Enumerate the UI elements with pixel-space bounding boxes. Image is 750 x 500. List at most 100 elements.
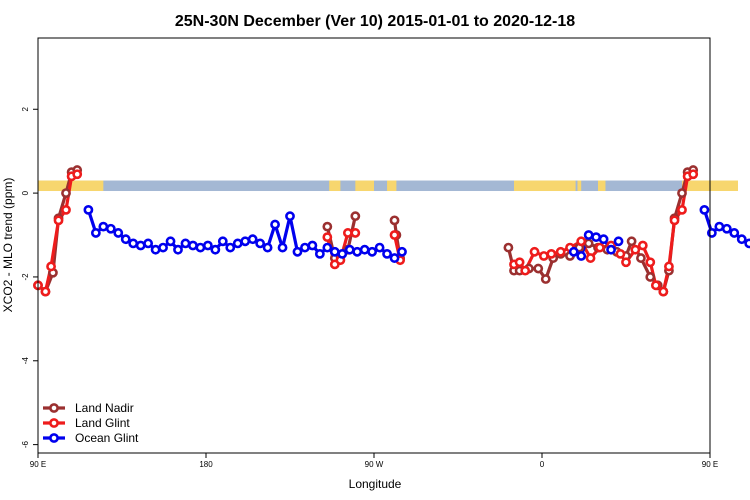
data-point	[706, 228, 717, 238]
legend-marker	[49, 403, 59, 413]
data-point	[270, 219, 280, 230]
data-point	[113, 228, 124, 238]
land-segment	[577, 180, 582, 192]
data-point	[210, 244, 221, 255]
x-axis: 90 E 180 90 W 0 90 E	[30, 453, 718, 469]
data-point	[650, 280, 661, 291]
chart-title: 25N-30N December (Ver 10) 2015-01-01 to …	[175, 13, 575, 30]
data-point	[721, 223, 732, 234]
data-point	[714, 221, 725, 232]
data-point	[53, 215, 64, 226]
data-point	[195, 242, 206, 253]
data-point	[598, 234, 609, 245]
data-point	[688, 169, 699, 180]
data-point	[46, 261, 56, 272]
land-segment	[598, 180, 606, 192]
data-point	[240, 236, 251, 247]
data-point	[568, 246, 579, 257]
data-point	[585, 253, 596, 263]
data-point	[636, 253, 646, 263]
data-point	[606, 244, 616, 255]
data-point	[98, 221, 109, 232]
data-point	[61, 188, 71, 199]
data-point	[350, 211, 361, 222]
data-point	[128, 238, 139, 249]
data-point	[277, 242, 288, 253]
data-point	[173, 244, 183, 255]
data-point	[217, 236, 228, 247]
data-point	[255, 238, 266, 249]
data-point	[389, 215, 400, 226]
data-point	[232, 238, 243, 249]
legend-entry: Land Glint	[75, 416, 130, 430]
data-point	[247, 234, 258, 245]
data-point	[645, 272, 656, 282]
data-point	[514, 257, 525, 268]
legend-entry: Ocean Glint	[75, 431, 139, 445]
data-point	[314, 248, 325, 259]
data-point	[699, 204, 710, 215]
data-point	[626, 236, 637, 247]
data-point	[342, 228, 353, 238]
data-point	[329, 246, 340, 257]
land-segment	[514, 180, 576, 192]
y-axis: 2 0 -2 -4 -6	[21, 106, 38, 448]
data-point	[322, 232, 333, 243]
data-point	[202, 240, 213, 251]
data-point	[664, 261, 674, 272]
data-point	[180, 238, 191, 249]
data-point	[630, 244, 641, 255]
land-segment	[355, 180, 374, 192]
legend-entry: Land Nadir	[75, 401, 134, 415]
data-point	[143, 238, 154, 249]
data-point	[262, 242, 273, 253]
data-point	[322, 242, 333, 253]
data-point	[367, 246, 378, 257]
x-tick-label: 90 W	[365, 460, 384, 469]
x-tick-label: 90 E	[702, 460, 718, 469]
data-point	[744, 238, 750, 249]
data-point	[300, 242, 310, 253]
data-point	[583, 230, 594, 240]
data-point	[359, 244, 370, 255]
data-point	[374, 242, 385, 253]
data-point	[344, 244, 355, 255]
land-segment	[387, 180, 397, 192]
y-axis-label: XCO2 - MLO trend (ppm)	[1, 178, 15, 313]
data-point	[677, 188, 687, 199]
data-point	[72, 169, 83, 180]
x-tick-label: 0	[540, 460, 545, 469]
y-tick-label: 0	[21, 190, 30, 195]
data-point	[322, 221, 333, 232]
data-point	[729, 228, 740, 238]
data-point	[292, 246, 303, 257]
y-tick-label: -4	[21, 357, 30, 365]
data-point	[645, 257, 656, 268]
data-point	[285, 211, 295, 222]
data-point	[389, 230, 400, 240]
data-point	[594, 242, 605, 253]
data-point	[337, 248, 348, 259]
data-point	[520, 265, 531, 276]
data-point	[120, 234, 131, 245]
data-point	[165, 236, 176, 247]
data-point	[350, 228, 361, 238]
data-point	[135, 240, 146, 251]
data-point	[61, 204, 71, 215]
data-point	[529, 246, 540, 257]
x-tick-label: 90 E	[30, 460, 46, 469]
data-point	[576, 251, 587, 261]
data-point	[546, 248, 557, 259]
data-point	[533, 263, 544, 274]
data-point	[83, 204, 94, 215]
data-point	[382, 248, 392, 259]
data-point	[658, 286, 669, 297]
data-point	[583, 238, 594, 249]
data-point	[150, 244, 161, 255]
data-point	[576, 236, 587, 247]
x-axis-label: Longitude	[349, 477, 402, 491]
data-point	[105, 223, 116, 234]
data-point	[503, 242, 514, 253]
